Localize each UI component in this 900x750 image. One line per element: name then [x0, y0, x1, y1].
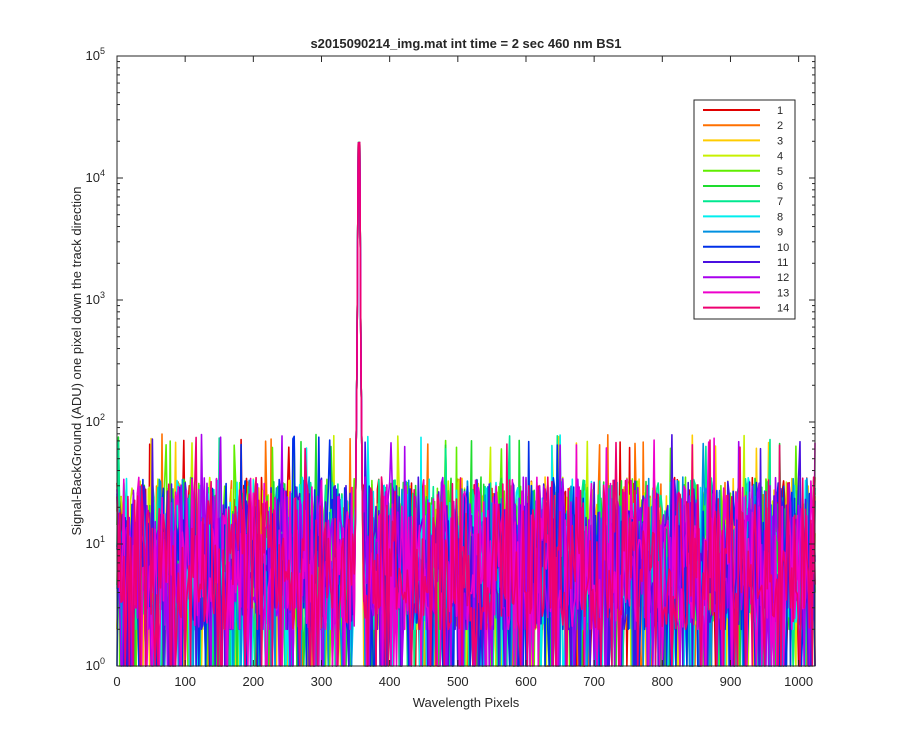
- x-tick-label: 1000: [784, 674, 813, 689]
- series-line-14: [116, 141, 816, 667]
- y-tick-label: 102: [86, 412, 105, 429]
- legend-label-5: 5: [777, 166, 783, 178]
- chart-title: s2015090214_img.mat int time = 2 sec 460…: [310, 36, 621, 51]
- legend-label-6: 6: [777, 181, 783, 193]
- x-tick-label: 900: [720, 674, 742, 689]
- axes-box: [116, 55, 816, 667]
- legend-label-7: 7: [777, 196, 783, 208]
- legend-label-14: 14: [777, 303, 789, 315]
- x-tick-label: 200: [242, 674, 264, 689]
- legend-label-4: 4: [777, 151, 783, 163]
- y-tick-label: 103: [86, 290, 105, 307]
- legend-label-11: 11: [777, 257, 788, 269]
- x-tick-label: 600: [515, 674, 537, 689]
- x-tick-label: 300: [311, 674, 333, 689]
- legend-label-2: 2: [777, 120, 783, 132]
- legend-label-3: 3: [777, 135, 783, 147]
- y-tick-label: 105: [86, 46, 105, 63]
- legend-label-10: 10: [777, 242, 789, 254]
- x-axis: 0 100 200 300 400 500 600 700 800 900 1000: [113, 56, 813, 689]
- legend-label-8: 8: [777, 211, 783, 223]
- legend-label-1: 1: [777, 105, 783, 117]
- y-axis-label: Signal-BackGround (ADU) one pixel down t…: [69, 186, 84, 535]
- x-tick-label: 800: [651, 674, 673, 689]
- x-tick-label: 100: [174, 674, 196, 689]
- x-tick-label: 0: [113, 674, 120, 689]
- x-axis-label: Wavelength Pixels: [413, 695, 520, 710]
- legend-label-12: 12: [777, 272, 789, 284]
- x-tick-label: 700: [583, 674, 605, 689]
- x-tick-label: 500: [447, 674, 469, 689]
- x-tick-label: 400: [379, 674, 401, 689]
- series-layer: [116, 141, 816, 667]
- y-tick-label: 100: [86, 656, 105, 673]
- y-tick-label: 104: [86, 168, 105, 185]
- legend-label-13: 13: [777, 287, 789, 299]
- legend-box: [693, 99, 796, 320]
- y-tick-label: 101: [86, 534, 105, 551]
- legend-label-9: 9: [777, 227, 783, 239]
